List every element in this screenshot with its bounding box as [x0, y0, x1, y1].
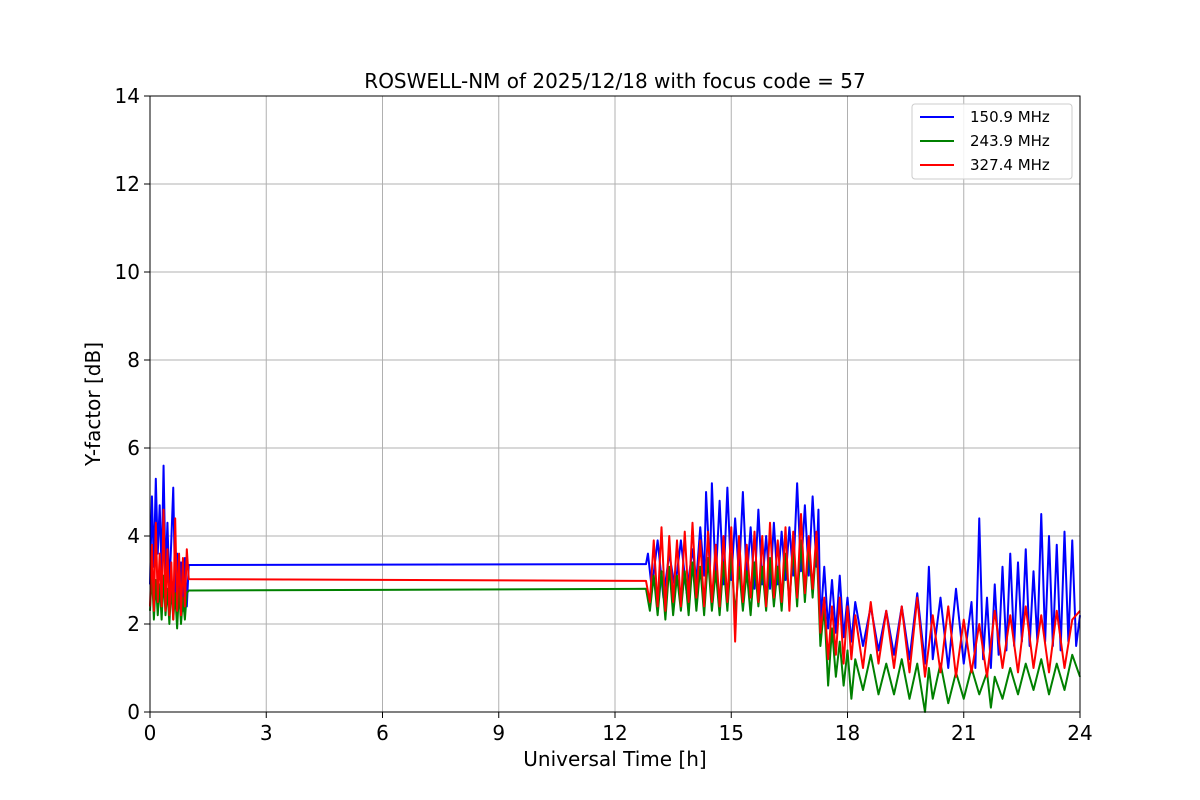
- y-tick-label: 4: [127, 524, 140, 548]
- x-tick-label: 6: [376, 721, 389, 745]
- y-tick-label: 0: [127, 700, 140, 724]
- y-tick-label: 10: [115, 260, 140, 284]
- chart-title: ROSWELL-NM of 2025/12/18 with focus code…: [364, 69, 865, 93]
- x-tick-label: 15: [719, 721, 744, 745]
- legend: 150.9 MHz 243.9 MHz 327.4 MHz: [911, 103, 1073, 180]
- x-tick-label: 18: [835, 721, 860, 745]
- y-axis-label: Y-factor [dB]: [81, 342, 105, 467]
- y-tick-label: 6: [127, 436, 140, 460]
- x-tick-label: 9: [492, 721, 505, 745]
- y-tick-label: 8: [127, 348, 140, 372]
- y-tick-label: 2: [127, 612, 140, 636]
- x-tick-label: 0: [144, 721, 157, 745]
- series-layer: [149, 464, 1081, 713]
- legend-label-327-4-mhz: 327.4 MHz: [970, 156, 1050, 174]
- series-line-243-9-mhz: [149, 539, 1081, 713]
- x-axis: 0 3 6 9 12 15 18 21 24: [144, 712, 1093, 745]
- legend-box: [911, 103, 1073, 180]
- y-tick-label: 12: [115, 172, 140, 196]
- y-tick-label: 14: [115, 84, 140, 108]
- x-tick-label: 21: [951, 721, 976, 745]
- legend-label-243-9-mhz: 243.9 MHz: [970, 132, 1050, 150]
- x-axis-label: Universal Time [h]: [523, 747, 706, 771]
- series-line-327-4-mhz: [149, 508, 1081, 678]
- legend-label-150-9-mhz: 150.9 MHz: [970, 108, 1050, 126]
- x-tick-label: 12: [602, 721, 627, 745]
- x-tick-label: 24: [1067, 721, 1092, 745]
- x-tick-label: 3: [260, 721, 273, 745]
- y-axis: 0 2 4 6 8 10 12 14: [115, 84, 150, 724]
